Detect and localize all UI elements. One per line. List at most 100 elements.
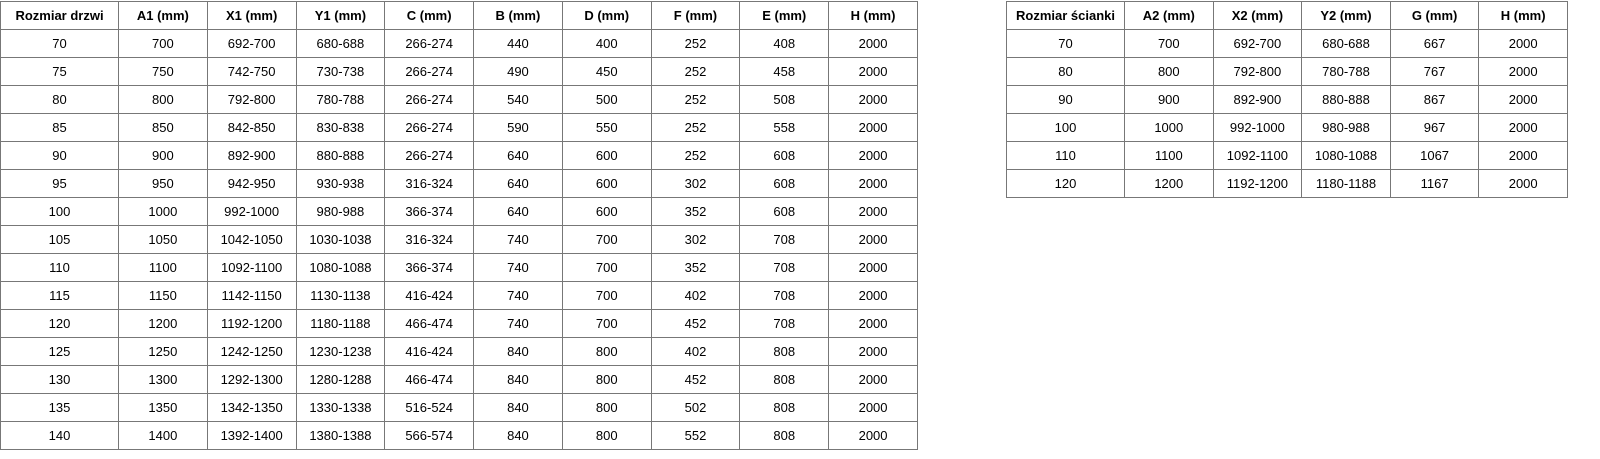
table-cell: 1330-1338 — [295, 393, 386, 422]
table-cell: 490 — [473, 57, 563, 86]
table-cell: 800 — [118, 85, 208, 114]
column-header: F (mm) — [650, 1, 741, 30]
table-cell: 452 — [650, 365, 741, 394]
table-cell: 1250 — [118, 337, 208, 366]
column-header: A2 (mm) — [1124, 1, 1214, 30]
table-cell: 120 — [0, 309, 119, 338]
table-cell: 700 — [561, 281, 652, 310]
door-sizes-table: Rozmiar drzwi A1 (mm) X1 (mm) Y1 (mm) C (mm)… — [0, 1, 918, 450]
table-cell: 402 — [650, 337, 741, 366]
table-cell: 566-574 — [384, 421, 475, 450]
table-cell: 110 — [1006, 141, 1125, 170]
table-cell: 1300 — [118, 365, 208, 394]
table-cell: 1242-1250 — [206, 337, 297, 366]
table-cell: 252 — [650, 57, 741, 86]
table-cell: 1192-1200 — [1212, 169, 1303, 198]
table-row: 125 1250 1242-1250 1230-1238 416-424 840 800 40… — [0, 337, 918, 366]
table-cell: 2000 — [1478, 85, 1568, 114]
table-cell: 700 — [561, 309, 652, 338]
table-cell: 416-424 — [384, 337, 475, 366]
table-cell: 266-274 — [384, 141, 475, 170]
table-row: 130 1300 1292-1300 1280-1288 466-474 840 800 45… — [0, 365, 918, 394]
table-row: 100 1000 992-1000 980-988 366-374 640 600 352 60… — [0, 197, 918, 226]
table-cell: 80 — [1006, 57, 1125, 86]
table-cell: 266-274 — [384, 29, 475, 58]
table-cell: 742-750 — [206, 57, 297, 86]
table-cell: 708 — [739, 253, 830, 282]
table-cell: 75 — [0, 57, 119, 86]
table-cell: 1230-1238 — [295, 337, 386, 366]
table-cell: 800 — [1124, 57, 1214, 86]
table-cell: 640 — [473, 141, 563, 170]
table-cell: 466-474 — [384, 365, 475, 394]
column-header: E (mm) — [739, 1, 830, 30]
table-cell: 608 — [739, 169, 830, 198]
table-cell: 840 — [473, 421, 563, 450]
table-cell: 2000 — [828, 85, 918, 114]
table-cell: 892-900 — [206, 141, 297, 170]
table-row: 110 1100 1092-1100 1080-1088 366-374 740 700 35… — [0, 253, 918, 282]
table-cell: 115 — [0, 281, 119, 310]
table-cell: 2000 — [828, 29, 918, 58]
table-cell: 550 — [561, 113, 652, 142]
table-cell: 120 — [1006, 169, 1125, 198]
table-cell: 708 — [739, 225, 830, 254]
table-cell: 600 — [561, 169, 652, 198]
column-header: C (mm) — [384, 1, 475, 30]
table-cell: 252 — [650, 113, 741, 142]
table-cell: 700 — [561, 253, 652, 282]
table-cell: 2000 — [1478, 57, 1568, 86]
table-cell: 90 — [0, 141, 119, 170]
table-cell: 792-800 — [1212, 57, 1303, 86]
table-cell: 950 — [118, 169, 208, 198]
table-cell: 600 — [561, 197, 652, 226]
table-cell: 1200 — [118, 309, 208, 338]
table-cell: 302 — [650, 225, 741, 254]
table-cell: 1180-1188 — [1301, 169, 1391, 198]
table-cell: 1180-1188 — [295, 309, 386, 338]
table-cell: 1130-1138 — [295, 281, 386, 310]
table-cell: 740 — [473, 253, 563, 282]
table-cell: 608 — [739, 197, 830, 226]
column-header: Rozmiar ścianki — [1006, 1, 1125, 30]
table-cell: 302 — [650, 169, 741, 198]
table-cell: 900 — [118, 141, 208, 170]
table-row: 110 1100 1092-1100 1080-1088 1067 2000 — [1006, 141, 1568, 170]
table-cell: 867 — [1389, 85, 1480, 114]
table-cell: 1380-1388 — [295, 421, 386, 450]
table-cell: 2000 — [828, 337, 918, 366]
table-cell: 840 — [473, 337, 563, 366]
table-cell: 640 — [473, 197, 563, 226]
table-cell: 70 — [1006, 29, 1125, 58]
column-header: Y2 (mm) — [1301, 1, 1391, 30]
table-cell: 252 — [650, 141, 741, 170]
table-cell: 1280-1288 — [295, 365, 386, 394]
table-cell: 70 — [0, 29, 119, 58]
table-row: 120 1200 1192-1200 1180-1188 1167 2000 — [1006, 169, 1568, 198]
table-cell: 780-788 — [1301, 57, 1391, 86]
table-cell: 1100 — [118, 253, 208, 282]
column-header: H (mm) — [1478, 1, 1568, 30]
table-cell: 2000 — [1478, 29, 1568, 58]
table-cell: 252 — [650, 85, 741, 114]
table-cell: 808 — [739, 337, 830, 366]
table-row: 80 800 792-800 780-788 767 2000 — [1006, 57, 1568, 86]
table-cell: 1200 — [1124, 169, 1214, 198]
table-cell: 992-1000 — [1212, 113, 1303, 142]
table-cell: 458 — [739, 57, 830, 86]
table-cell: 352 — [650, 197, 741, 226]
table-cell: 750 — [118, 57, 208, 86]
table-cell: 708 — [739, 281, 830, 310]
table-cell: 252 — [650, 29, 741, 58]
table-cell: 1042-1050 — [206, 225, 297, 254]
table-cell: 2000 — [828, 365, 918, 394]
table-row: 80 800 792-800 780-788 266-274 540 500 252 508 20… — [0, 85, 918, 114]
table-cell: 316-324 — [384, 225, 475, 254]
table-row: 105 1050 1042-1050 1030-1038 316-324 740 700 30… — [0, 225, 918, 254]
table-cell: 992-1000 — [206, 197, 297, 226]
table-cell: 1000 — [1124, 113, 1214, 142]
table-cell: 452 — [650, 309, 741, 338]
table-cell: 316-324 — [384, 169, 475, 198]
table-cell: 2000 — [828, 197, 918, 226]
table-cell: 808 — [739, 393, 830, 422]
